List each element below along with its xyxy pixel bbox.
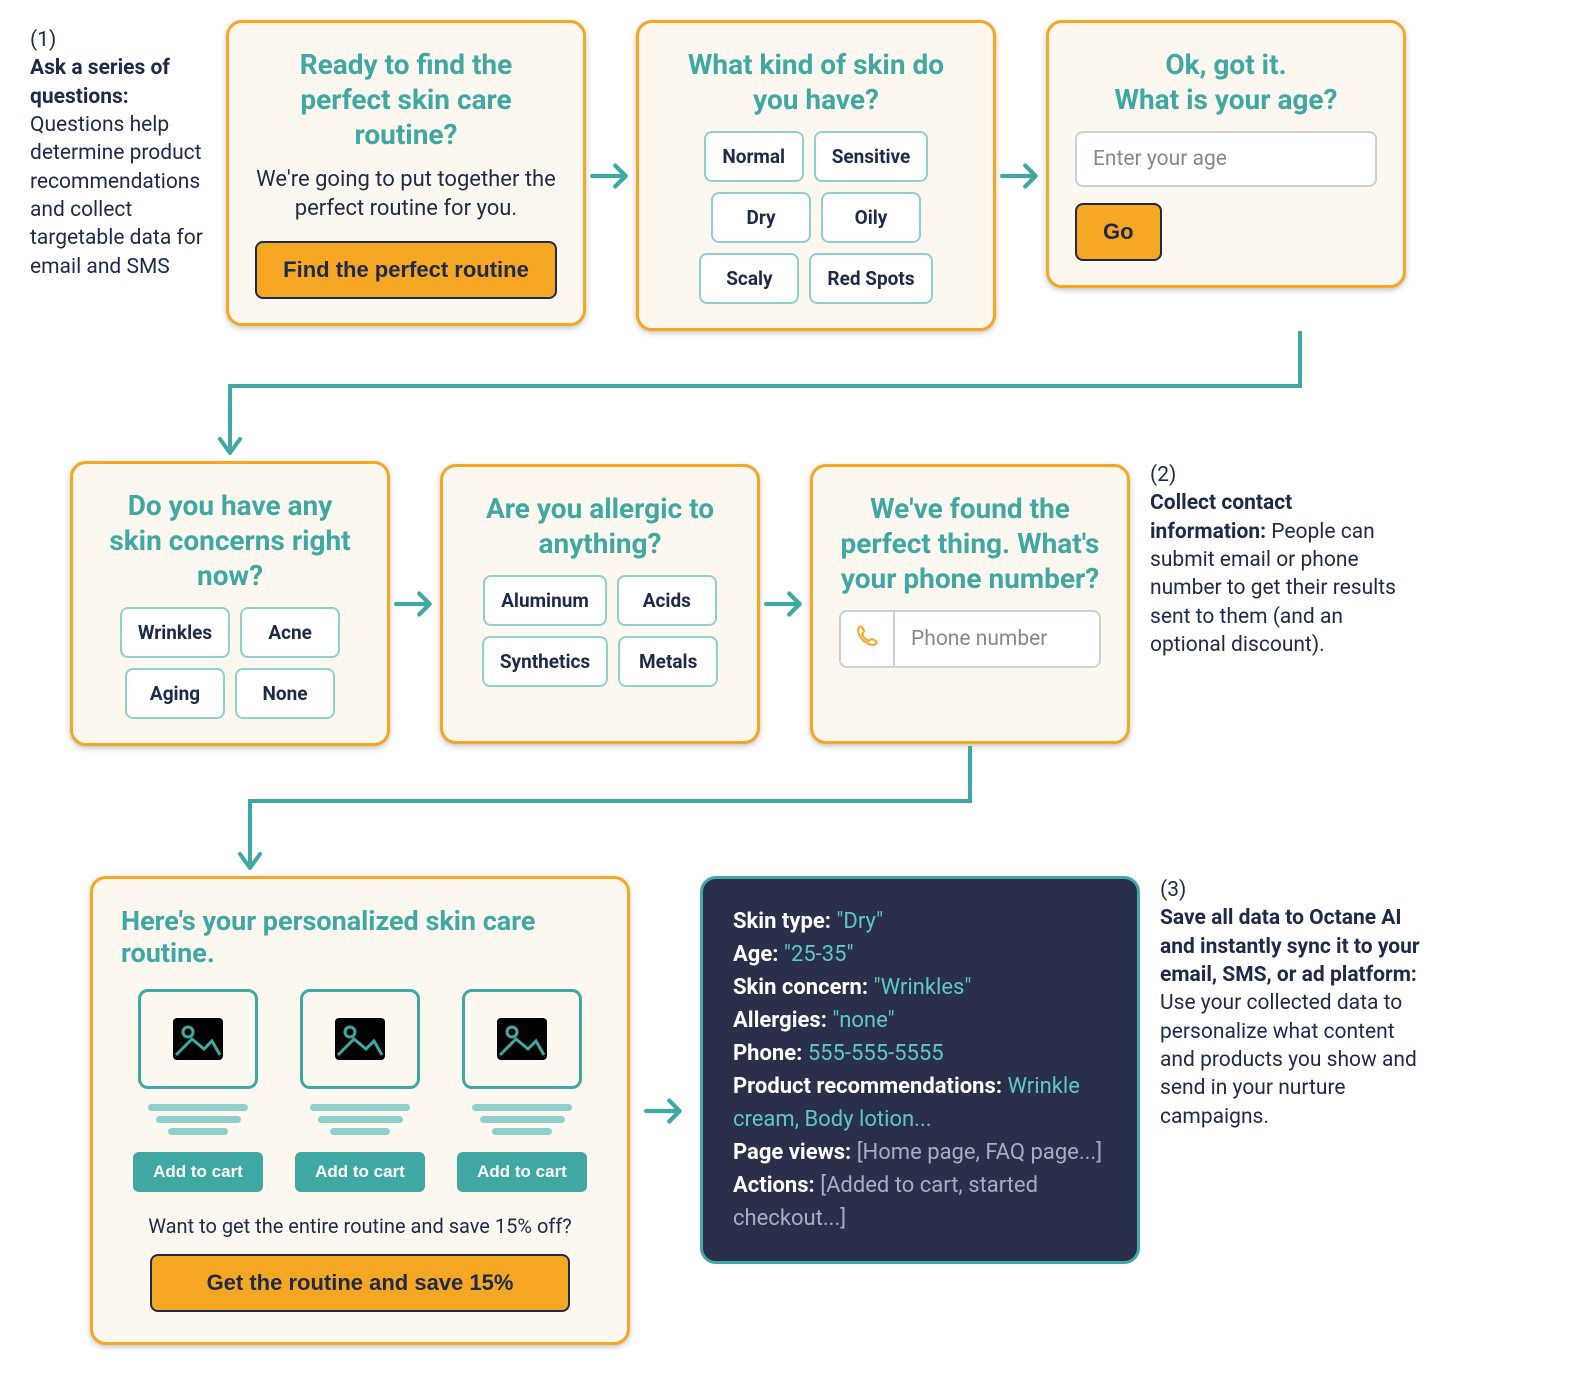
- annotation-2-num: (2): [1150, 461, 1410, 489]
- phone-input[interactable]: Phone number: [839, 610, 1101, 668]
- annotation-3-body: Use your collected data to personalize w…: [1160, 991, 1417, 1128]
- data-line: Page views: [Home page, FAQ page...]: [733, 1136, 1107, 1169]
- add-to-cart-button[interactable]: Add to cart: [295, 1152, 425, 1192]
- connector-2-3: [30, 746, 1553, 876]
- arrow-5-6: [760, 583, 810, 625]
- allergy-option[interactable]: Metals: [618, 636, 718, 687]
- product-item: Add to cart: [290, 989, 430, 1192]
- card-phone-title: We've found the perfect thing. What's yo…: [839, 491, 1101, 596]
- skin-type-option[interactable]: Oily: [821, 192, 921, 243]
- add-to-cart-button[interactable]: Add to cart: [133, 1152, 263, 1192]
- product-image-placeholder: [300, 989, 420, 1089]
- annotation-2: (2) Collect contact information: People …: [1150, 461, 1410, 659]
- phone-icon: [841, 612, 895, 666]
- card-concerns: Do you have any skin concerns right now?…: [70, 461, 390, 746]
- concern-option[interactable]: None: [235, 668, 335, 719]
- product-text-lines: [310, 1099, 410, 1140]
- card-skin-type-title: What kind of skin do you have?: [665, 47, 967, 117]
- product-image-placeholder: [138, 989, 258, 1089]
- arrow-1-2: [586, 155, 636, 197]
- arrow-2-3: [996, 155, 1046, 197]
- phone-placeholder: Phone number: [895, 613, 1063, 665]
- concern-option[interactable]: Acne: [240, 607, 340, 658]
- card-intro-sub: We're going to put together the perfect …: [255, 166, 557, 223]
- data-line: Allergies: "none": [733, 1004, 1107, 1037]
- skin-type-option[interactable]: Scaly: [699, 253, 799, 304]
- allergy-option[interactable]: Aluminum: [483, 575, 607, 626]
- data-line: Skin concern: "Wrinkles": [733, 971, 1107, 1004]
- annotation-3-num: (3): [1160, 876, 1420, 904]
- card-allergies-title: Are you allergic to anything?: [469, 491, 731, 561]
- age-input[interactable]: Enter your age: [1075, 131, 1377, 187]
- product-item: Add to cart: [128, 989, 268, 1192]
- concern-options: WrinklesAcne AgingNone: [100, 607, 360, 719]
- skin-type-options: NormalSensitiveDryOily ScalyRed Spots: [665, 131, 967, 304]
- data-line: Actions: [Added to cart, started checkou…: [733, 1169, 1107, 1235]
- row-1: (1) Ask a series of questions: Questions…: [30, 20, 1553, 331]
- data-line: Product recommendations: Wrinkle cream, …: [733, 1070, 1107, 1136]
- card-results: Here's your personalized skin care routi…: [90, 876, 630, 1345]
- annotation-1: (1) Ask a series of questions: Questions…: [30, 26, 208, 281]
- skin-type-option[interactable]: Sensitive: [814, 131, 929, 182]
- concern-option[interactable]: Aging: [125, 668, 225, 719]
- allergy-option[interactable]: Synthetics: [482, 636, 608, 687]
- card-age-title: Ok, got it. What is your age?: [1075, 47, 1377, 117]
- skin-type-option[interactable]: Dry: [711, 192, 811, 243]
- skin-type-option[interactable]: Normal: [704, 131, 804, 182]
- connector-1-2: [30, 331, 1553, 461]
- row-2: Do you have any skin concerns right now?…: [30, 461, 1553, 746]
- annotation-1-bold: Ask a series of questions:: [30, 56, 170, 108]
- card-concerns-title: Do you have any skin concerns right now?: [99, 488, 361, 593]
- card-skin-type: What kind of skin do you have? NormalSen…: [636, 20, 996, 331]
- find-routine-button[interactable]: Find the perfect routine: [255, 241, 557, 299]
- annotation-3-bold: Save all data to Octane AI and instantly…: [1160, 906, 1420, 987]
- data-line: Skin type: "Dry": [733, 905, 1107, 938]
- annotation-3: (3) Save all data to Octane AI and insta…: [1160, 876, 1420, 1131]
- arrow-4-5: [390, 583, 440, 625]
- product-text-lines: [148, 1099, 248, 1140]
- data-summary-card: Skin type: "Dry"Age: "25-35"Skin concern…: [700, 876, 1140, 1264]
- card-allergies: Are you allergic to anything? AluminumAc…: [440, 464, 760, 744]
- product-image-placeholder: [462, 989, 582, 1089]
- allergy-options: AluminumAcidsSyntheticsMetals: [469, 575, 731, 687]
- annotation-1-body: Questions help determine product recomme…: [30, 113, 203, 279]
- data-line: Phone: 555-555-5555: [733, 1037, 1107, 1070]
- card-intro-title: Ready to find the perfect skin care rout…: [255, 47, 557, 152]
- product-item: Add to cart: [452, 989, 592, 1192]
- annotation-1-num: (1): [30, 26, 208, 54]
- add-to-cart-button[interactable]: Add to cart: [457, 1152, 587, 1192]
- data-line: Age: "25-35": [733, 938, 1107, 971]
- skin-type-option[interactable]: Red Spots: [809, 253, 932, 304]
- arrow-results-data: [630, 1090, 700, 1132]
- product-text-lines: [472, 1099, 572, 1140]
- discount-question: Want to get the entire routine and save …: [121, 1214, 599, 1238]
- card-intro: Ready to find the perfect skin care rout…: [226, 20, 586, 326]
- go-button[interactable]: Go: [1075, 203, 1162, 261]
- allergy-option[interactable]: Acids: [617, 575, 717, 626]
- concern-option[interactable]: Wrinkles: [120, 607, 230, 658]
- product-list: Add to cart Add to cart Add to cart: [121, 989, 599, 1192]
- card-age: Ok, got it. What is your age? Enter your…: [1046, 20, 1406, 288]
- results-title: Here's your personalized skin care routi…: [121, 905, 599, 969]
- row-3: Here's your personalized skin care routi…: [30, 876, 1553, 1345]
- card-phone: We've found the perfect thing. What's yo…: [810, 464, 1130, 744]
- get-routine-button[interactable]: Get the routine and save 15%: [150, 1254, 570, 1312]
